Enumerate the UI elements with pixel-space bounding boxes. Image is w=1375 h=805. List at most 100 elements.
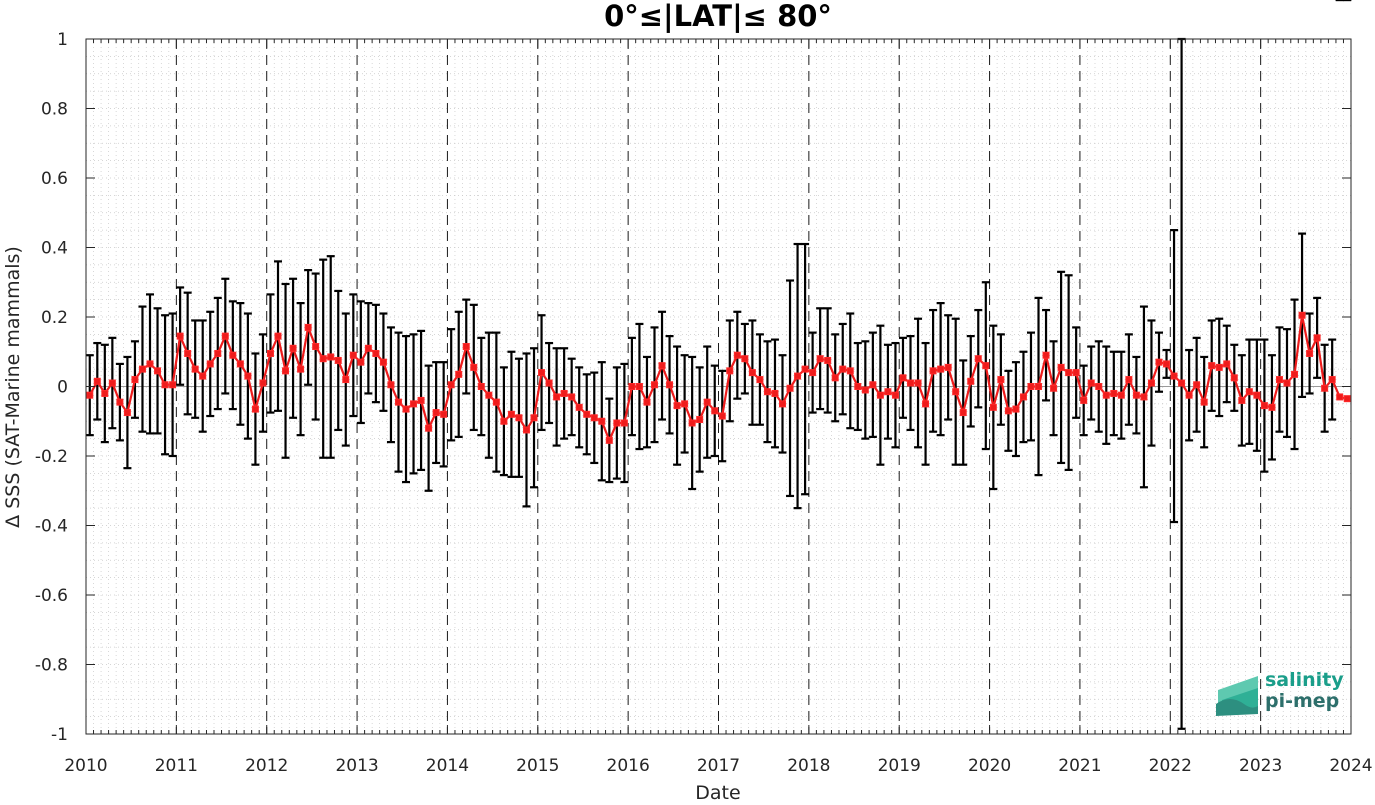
data-point [726,367,734,375]
y-tick-label: -1 [51,725,68,745]
data-point [108,379,116,387]
data-point [666,381,674,389]
data-point [123,409,131,417]
data-point [635,383,643,390]
data-point [538,369,546,377]
data-point [831,374,839,382]
data-point [703,398,711,406]
data-point [236,360,244,368]
data-point [470,363,478,371]
x-tick-label: 2018 [787,756,830,776]
data-point [553,393,561,401]
data-point [312,343,320,351]
data-point [605,436,613,444]
data-point [959,409,967,417]
data-point [1208,362,1216,370]
data-point [688,419,696,427]
x-tick-label: 2013 [335,756,378,776]
x-tick-label: 2022 [1149,756,1192,776]
chart-title: 0°≤|LAT|≤ 80° [604,0,832,33]
data-point [138,365,146,373]
data-point [1035,383,1043,390]
x-tick-label: 2011 [155,756,198,776]
data-point [530,414,538,422]
data-point [899,374,907,382]
data-point [184,349,192,357]
data-point [974,355,982,363]
data-point [846,367,854,375]
data-point [650,381,658,389]
data-point [259,379,267,387]
data-point [1117,391,1125,399]
data-point [500,417,508,425]
data-point [1155,358,1163,366]
data-point [447,381,455,389]
data-point [440,410,448,418]
data-point [1200,398,1208,406]
data-point [1291,370,1299,378]
data-point [545,379,553,387]
data-point [922,400,930,408]
data-point [869,381,877,389]
data-point [1185,391,1193,399]
data-point [771,389,779,397]
data-point [794,372,802,380]
data-point [244,372,252,380]
x-tick-label: 2012 [245,756,288,776]
data-point [154,367,162,375]
data-point [206,360,214,368]
data-point [1260,402,1268,410]
data-point [763,388,771,396]
data-point [1132,391,1140,399]
data-point [1004,407,1012,415]
data-point [349,351,357,359]
data-point [1223,360,1231,368]
data-point [944,363,952,371]
data-point [1140,393,1148,401]
data-point [590,414,598,422]
data-point [1215,363,1223,371]
x-tick-label: 2015 [516,756,559,776]
data-point [1102,391,1110,399]
data-point [1268,403,1276,411]
data-point [477,383,485,390]
data-point [816,355,824,363]
data-point [620,419,628,427]
data-point [1328,376,1336,384]
x-tick-label: 2014 [426,756,469,776]
data-point [176,332,184,340]
data-point [266,349,274,357]
data-point [673,402,681,410]
data-point [485,391,493,399]
y-axis-label: Δ SSS (SAT-Marine mammals) [2,246,24,528]
axis-ticks [85,38,1352,735]
data-point [982,362,990,370]
data-point [1125,376,1133,384]
data-point [379,358,387,366]
data-point [1163,360,1171,368]
series-markers [86,311,1351,444]
year-marker-lines [175,39,1262,734]
data-point [756,376,764,384]
y-tick-label: -0.2 [35,447,68,467]
data-point [1072,369,1080,377]
data-point [914,379,922,387]
data-point [733,351,741,359]
logo-line2: pi-mep [1265,690,1339,712]
data-point [364,344,372,352]
data-point [967,377,975,385]
data-point [522,426,530,434]
data-point [1095,383,1103,390]
x-tick-label: 2019 [878,756,921,776]
data-point [681,400,689,408]
data-point [101,389,109,397]
data-point [861,386,869,394]
data-point [884,388,892,396]
data-point [583,410,591,418]
data-point [357,358,365,366]
data-point [251,405,259,413]
data-point [199,372,207,380]
data-point [568,393,576,401]
data-point [1230,374,1238,382]
logo-line1: salinity [1265,669,1344,691]
